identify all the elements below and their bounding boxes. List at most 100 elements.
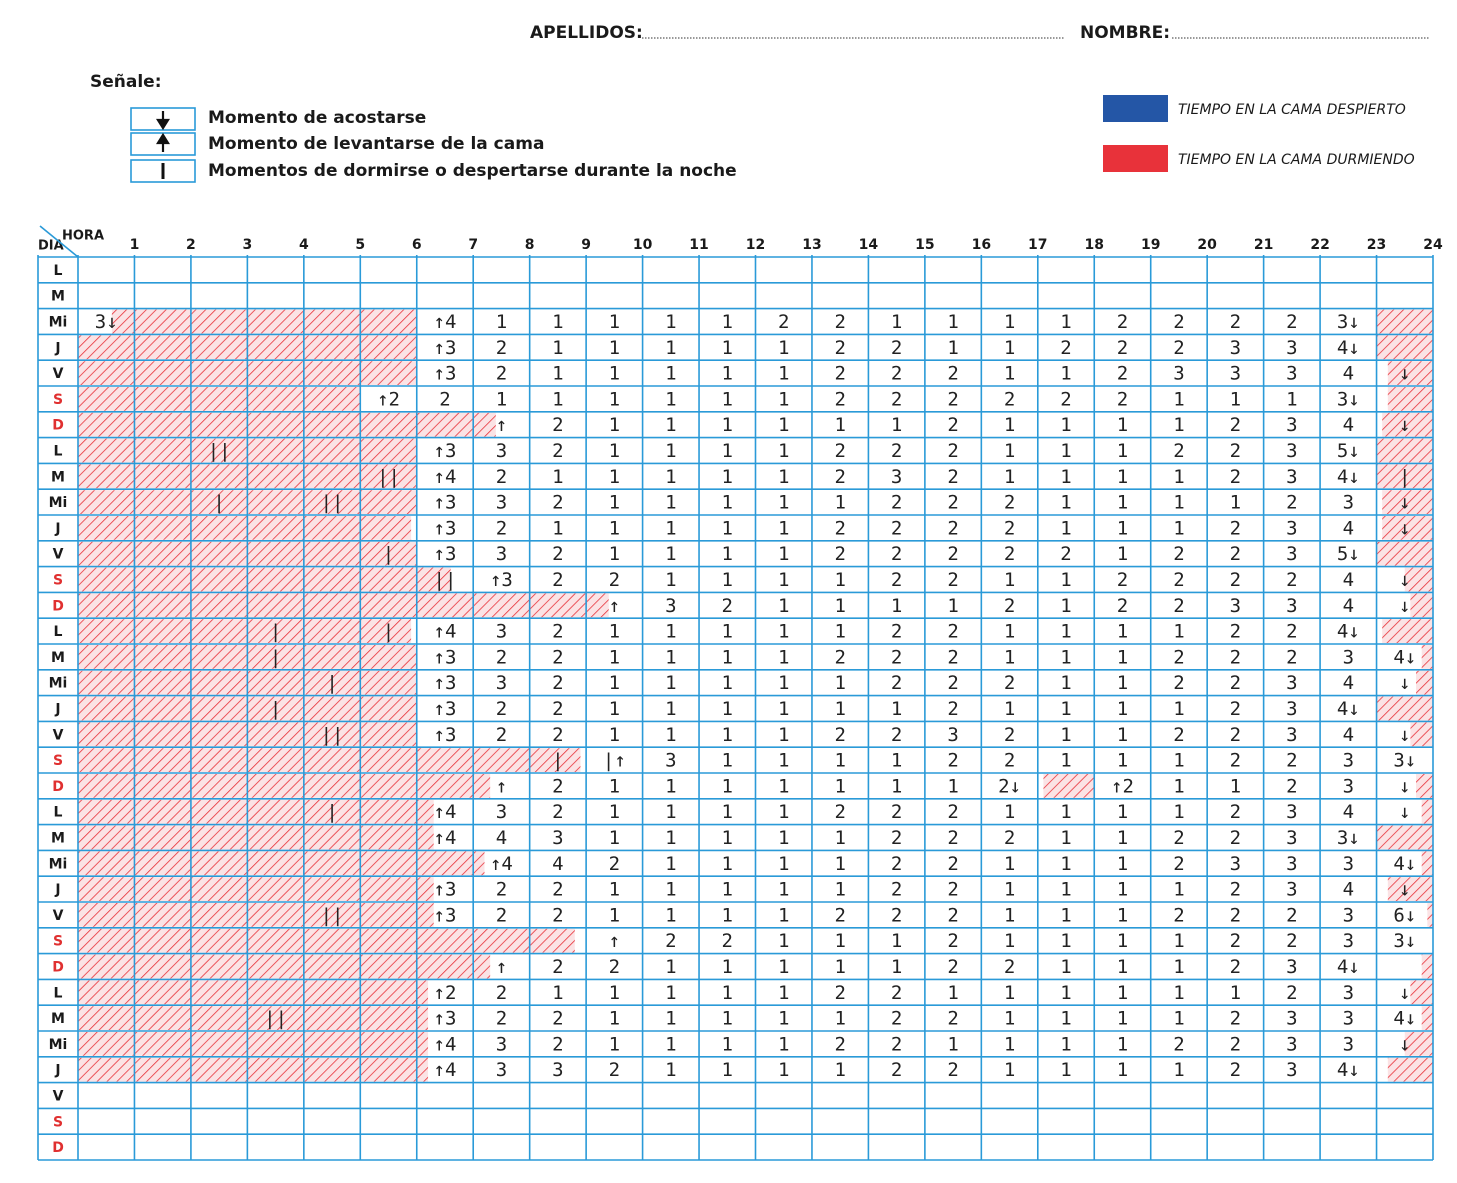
sleep-period xyxy=(1421,1006,1433,1030)
entry: 1 xyxy=(778,801,789,823)
entry: 2 xyxy=(1004,956,1015,978)
entry: 1 xyxy=(552,363,563,385)
entry: 1 xyxy=(1117,466,1128,488)
entry: 4↓ xyxy=(1393,1008,1416,1030)
entry: 2 xyxy=(609,1059,620,1081)
sleep-period xyxy=(78,928,575,953)
hour-label: 8 xyxy=(525,237,535,253)
entry: 1 xyxy=(834,698,845,720)
entry: 1 xyxy=(722,827,733,849)
entry: 1 xyxy=(778,879,789,901)
day-label: Mi xyxy=(49,315,68,331)
entry: 1 xyxy=(609,1033,620,1055)
entry: 2 xyxy=(1230,879,1241,901)
entry: 3 xyxy=(947,724,958,746)
entry: 2 xyxy=(1173,595,1184,617)
entry: 1 xyxy=(947,337,958,359)
entry: 3 xyxy=(496,440,507,462)
entry: 3 xyxy=(1343,930,1354,952)
entry: 2 xyxy=(891,621,902,643)
entry: || xyxy=(434,569,457,591)
entry: 2 xyxy=(891,801,902,823)
sleep-period xyxy=(78,412,496,437)
entry: 2 xyxy=(1286,569,1297,591)
sleep-period xyxy=(1410,593,1433,618)
entry: 2 xyxy=(1173,827,1184,849)
entry: 1 xyxy=(1117,827,1128,849)
entry: 1 xyxy=(834,879,845,901)
sleep-period xyxy=(78,593,609,618)
entry: 1 xyxy=(1004,982,1015,1004)
entry: 2 xyxy=(496,517,507,539)
entry: 1 xyxy=(722,750,733,772)
entry: ↑ xyxy=(496,414,507,436)
entry: 2 xyxy=(1173,646,1184,668)
entry: 1 xyxy=(947,775,958,797)
entry: 2 xyxy=(947,414,958,436)
entry: 3 xyxy=(1286,466,1297,488)
entry: 2 xyxy=(1004,672,1015,694)
entry: 1 xyxy=(1060,827,1071,849)
entry: 2 xyxy=(496,698,507,720)
entry: 1 xyxy=(1230,982,1241,1004)
entry: 1 xyxy=(1117,801,1128,823)
entry: 3 xyxy=(1286,517,1297,539)
entry: 2 xyxy=(1286,750,1297,772)
entry: ↑2 xyxy=(1111,775,1134,797)
entry: 1 xyxy=(665,904,676,926)
entry: 1 xyxy=(834,853,845,875)
entry: 2 xyxy=(552,646,563,668)
entry: 3↓ xyxy=(1337,827,1360,849)
entry: 3 xyxy=(552,1059,563,1081)
entry: 1 xyxy=(1173,1008,1184,1030)
entry: 2 xyxy=(891,1033,902,1055)
entry: 2 xyxy=(552,672,563,694)
entry: 2 xyxy=(1173,724,1184,746)
entry: 3 xyxy=(1286,672,1297,694)
entry: 1 xyxy=(1173,775,1184,797)
sleep-period xyxy=(78,825,434,850)
entry: 1 xyxy=(834,750,845,772)
entry: 3 xyxy=(496,1059,507,1081)
entry: 1 xyxy=(1173,930,1184,952)
sleep-period xyxy=(78,980,429,1005)
entry: || xyxy=(321,492,344,514)
entry: 2 xyxy=(1230,956,1241,978)
entry: 1 xyxy=(1173,982,1184,1004)
entry: 1 xyxy=(722,1059,733,1081)
entry: 3↓ xyxy=(1393,930,1416,952)
name-label: NOMBRE: xyxy=(1080,23,1170,43)
entry: 1 xyxy=(1117,517,1128,539)
entry: 1 xyxy=(665,440,676,462)
entry: 1 xyxy=(665,879,676,901)
entry: 2 xyxy=(1230,517,1241,539)
entry: 1 xyxy=(1173,517,1184,539)
entry: 2 xyxy=(1173,853,1184,875)
entry: 1 xyxy=(778,440,789,462)
entry: 1 xyxy=(665,698,676,720)
entry: 2 xyxy=(947,827,958,849)
hour-label: 22 xyxy=(1310,237,1329,253)
entry: 2 xyxy=(947,440,958,462)
entry: 1 xyxy=(665,1033,676,1055)
entry: 1 xyxy=(722,956,733,978)
entry: 1 xyxy=(665,1008,676,1030)
entry: 2 xyxy=(1004,827,1015,849)
entry: 1 xyxy=(1004,801,1015,823)
hour-label: 13 xyxy=(802,237,821,253)
entry: 1 xyxy=(1173,956,1184,978)
entry: 1 xyxy=(722,311,733,333)
sleep-period xyxy=(1421,954,1433,979)
hour-label: 2 xyxy=(186,237,196,253)
entry: 1 xyxy=(1004,879,1015,901)
entry: ↑3 xyxy=(434,698,457,720)
entry: ↓ xyxy=(1399,672,1410,694)
entry: 3 xyxy=(552,827,563,849)
day-label: S xyxy=(53,753,63,769)
sleep-period xyxy=(1387,877,1433,901)
entry: 2 xyxy=(1230,930,1241,952)
entry: 1 xyxy=(1004,646,1015,668)
entry: 2 xyxy=(891,879,902,901)
entry: 1 xyxy=(609,698,620,720)
entry: 2 xyxy=(552,775,563,797)
